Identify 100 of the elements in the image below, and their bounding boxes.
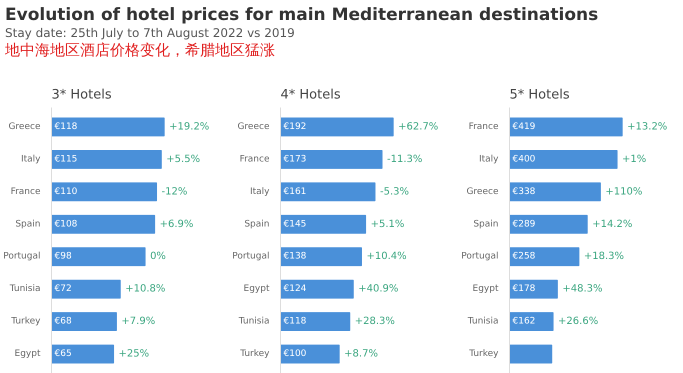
chart-title: 5* Hotels: [510, 88, 570, 102]
annotation: +25%: [118, 348, 150, 360]
chart-title: 3* Hotels: [52, 88, 112, 102]
y-tick-label: Spain: [473, 219, 499, 230]
y-tick-label: Turkey: [468, 349, 500, 360]
bar: [510, 118, 623, 136]
data-label: €289: [512, 219, 536, 230]
text: 地中海地区酒店价格变化，希腊地区猛涨: [5, 41, 276, 60]
bar: [510, 312, 554, 332]
bar: [510, 280, 558, 299]
annotation: +28.3%: [354, 316, 395, 328]
y-tick-label: Portugal: [461, 252, 499, 262]
y-tick-label: Spain: [244, 219, 270, 230]
y-tick-label: Tunisia: [8, 284, 41, 294]
y-tick-label: Greece: [237, 122, 270, 132]
bar: [52, 118, 165, 136]
annotation: +5.5%: [166, 154, 200, 165]
text: Stay date: 25th July to 7th August 2022 vs 2019: [5, 26, 296, 42]
bar: [52, 312, 117, 332]
data-label: €110: [54, 186, 78, 197]
bar: [52, 344, 114, 364]
y-tick-label: Italy: [20, 154, 42, 164]
bar: [280, 182, 376, 202]
data-label: €173: [284, 154, 306, 164]
bar: [52, 150, 162, 169]
data-label: €192: [284, 122, 306, 132]
bar: [280, 150, 383, 169]
chart-title: 4* Hotels: [280, 88, 341, 102]
annotation: +110%: [605, 186, 642, 198]
annotation: -11.3%: [387, 154, 422, 165]
bar: [510, 182, 601, 202]
data-label: €118: [54, 122, 78, 132]
annotation: +8.7%: [344, 348, 378, 360]
bar: [52, 280, 121, 299]
annotation: +10.4%: [366, 251, 407, 262]
annotation: +19.2%: [169, 121, 210, 132]
y-tick-label: Italy: [478, 154, 500, 164]
y-tick-label: Portugal: [232, 252, 270, 262]
bar: [510, 247, 580, 266]
data-label: €145: [284, 219, 306, 230]
annotation: +18.3%: [584, 251, 624, 262]
bar: [52, 214, 156, 234]
annotation: +40.9%: [358, 284, 398, 295]
data-label: €338: [512, 186, 536, 197]
bar: [52, 247, 146, 266]
y-tick-label: Turkey: [10, 316, 42, 327]
y-tick-label: Spain: [15, 219, 41, 230]
bar: [510, 150, 618, 169]
data-label: €115: [54, 154, 78, 164]
annotation: +14.2%: [592, 218, 632, 230]
y-tick-label: Egypt: [244, 284, 270, 294]
data-label: €178: [512, 284, 536, 294]
annotation: +6.9%: [160, 218, 194, 230]
annotation: -5.3%: [380, 186, 409, 198]
annotation: +5.1%: [370, 218, 404, 230]
data-label: €72: [54, 284, 72, 294]
data-label: €419: [512, 122, 536, 132]
data-label: €400: [512, 154, 536, 164]
annotation: +1%: [622, 154, 646, 165]
data-label: €108: [54, 219, 78, 230]
annotation: -12%: [162, 186, 188, 198]
y-tick-label: Egypt: [14, 349, 41, 360]
data-label: €138: [284, 252, 307, 262]
annotation: +26.6%: [558, 316, 598, 328]
bar: [52, 182, 158, 202]
annotation: +10.8%: [125, 284, 166, 295]
y-tick-label: Tunisia: [238, 316, 270, 327]
bar: [280, 312, 350, 332]
annotation: 0%: [150, 251, 166, 262]
y-tick-label: Turkey: [239, 349, 270, 360]
data-label: €68: [54, 316, 72, 327]
data-label: €100: [284, 349, 307, 360]
data-label: €98: [54, 252, 72, 262]
y-tick-label: Egypt: [472, 284, 499, 294]
annotation: +13.2%: [627, 121, 668, 132]
bar: [510, 214, 588, 234]
data-label: €124: [284, 284, 307, 294]
data-label: €161: [284, 186, 306, 197]
data-label: €162: [512, 316, 536, 327]
data-label: €118: [284, 316, 307, 327]
y-tick-label: Portugal: [3, 252, 41, 262]
y-tick-label: France: [10, 186, 41, 197]
y-tick-label: Greece: [466, 186, 499, 197]
y-tick-label: Greece: [8, 122, 41, 132]
y-tick-label: France: [240, 154, 270, 164]
bar: [280, 344, 340, 364]
bar: [510, 344, 552, 364]
annotation: +62.7%: [398, 121, 438, 132]
annotation: +7.9%: [121, 316, 156, 328]
bar: [280, 280, 354, 299]
y-tick-label: France: [468, 122, 499, 132]
annotation: +48.3%: [562, 284, 603, 295]
text: Evolution of hotel prices for main Mediterranean destinations: [5, 5, 598, 26]
bar: [280, 247, 362, 266]
y-tick-label: Tunisia: [466, 316, 499, 327]
bar: [280, 214, 366, 234]
bar: [280, 118, 394, 136]
y-tick-label: Italy: [250, 186, 270, 197]
data-label: €258: [512, 252, 536, 262]
data-label: €65: [54, 349, 72, 360]
